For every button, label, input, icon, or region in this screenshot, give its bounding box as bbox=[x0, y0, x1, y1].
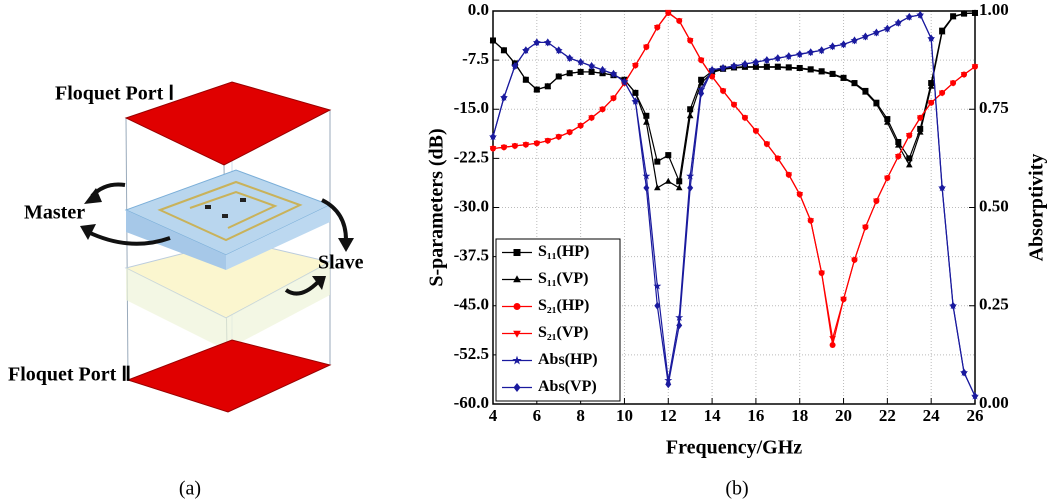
diagram-label: Slave bbox=[318, 252, 364, 274]
x-tick-label: 22 bbox=[879, 406, 896, 425]
legend-label: S₁₁(HP) bbox=[538, 243, 589, 260]
x-tick-label: 10 bbox=[616, 406, 633, 425]
y-tick-label: -37.5 bbox=[454, 246, 489, 265]
x-tick-label: 8 bbox=[576, 406, 585, 425]
x-tick-label: 20 bbox=[835, 406, 852, 425]
y-tick-label: -7.5 bbox=[462, 49, 489, 68]
marker bbox=[829, 336, 836, 342]
y-tick-label: -45.0 bbox=[454, 295, 489, 314]
caption: (a) bbox=[179, 478, 201, 500]
legend-label: S₂₁(HP) bbox=[538, 297, 589, 314]
y2-axis-title: Absorptivity bbox=[1026, 154, 1048, 262]
marker bbox=[643, 184, 649, 192]
y-axis-title: S-parameters (dB) bbox=[426, 128, 448, 286]
y-tick-label: -52.5 bbox=[454, 344, 489, 363]
x-axis-title: Frequency/GHz bbox=[666, 437, 802, 459]
x-tick-label: 24 bbox=[923, 406, 941, 425]
x-tick-label: 18 bbox=[791, 406, 808, 425]
marker bbox=[654, 159, 660, 165]
y-tick-label: -15.0 bbox=[454, 98, 489, 117]
diagram-label: Floquet Port Ⅱ bbox=[8, 364, 131, 386]
y2-tick-label: 0.00 bbox=[979, 393, 1009, 412]
x-tick-label: 6 bbox=[533, 406, 542, 425]
figure: Floquet Port Ⅰ Master Slave Floquet Port… bbox=[0, 0, 1054, 503]
series-line bbox=[493, 13, 975, 188]
marker bbox=[676, 178, 682, 184]
marker bbox=[676, 184, 683, 190]
marker bbox=[687, 184, 693, 192]
marker bbox=[665, 152, 671, 158]
marker bbox=[830, 342, 836, 348]
x-tick-label: 4 bbox=[489, 406, 498, 425]
y-tick-label: 0.0 bbox=[468, 0, 489, 19]
y2-tick-label: 0.50 bbox=[979, 196, 1009, 215]
legend-label: S₁₁(VP) bbox=[538, 270, 588, 287]
marker bbox=[665, 178, 672, 184]
diagram: Floquet Port Ⅰ Master Slave Floquet Port… bbox=[8, 82, 364, 412]
legend-label: Abs(HP) bbox=[538, 351, 598, 368]
legend-marker bbox=[514, 303, 521, 310]
marker bbox=[906, 161, 913, 167]
diagram-label: Floquet Port Ⅰ bbox=[55, 83, 174, 105]
x-tick-label: 14 bbox=[704, 406, 722, 425]
x-tick-label: 12 bbox=[660, 406, 677, 425]
floquet-port-2 bbox=[128, 340, 330, 412]
x-tick-label: 16 bbox=[747, 406, 764, 425]
y-tick-label: -30.0 bbox=[454, 196, 489, 215]
marker bbox=[665, 380, 671, 388]
chart: 4681012141618202224260.0-7.5-15.0-22.5-3… bbox=[426, 0, 1048, 459]
series-line bbox=[493, 13, 975, 181]
caption: (b) bbox=[725, 478, 748, 500]
legend-marker bbox=[514, 249, 521, 256]
marker bbox=[643, 119, 650, 125]
y-tick-label: -60.0 bbox=[454, 393, 489, 412]
legend-label: S₂₁(VP) bbox=[538, 324, 588, 341]
legend-box bbox=[496, 239, 620, 401]
y2-tick-label: 1.00 bbox=[979, 0, 1009, 19]
legend-label: Abs(VP) bbox=[538, 378, 597, 395]
marker bbox=[687, 112, 694, 118]
diagram-label: Master bbox=[24, 202, 85, 224]
marker bbox=[654, 184, 661, 190]
y2-tick-label: 0.25 bbox=[979, 295, 1009, 314]
y-tick-label: -22.5 bbox=[454, 147, 489, 166]
y2-tick-label: 0.75 bbox=[979, 98, 1009, 117]
